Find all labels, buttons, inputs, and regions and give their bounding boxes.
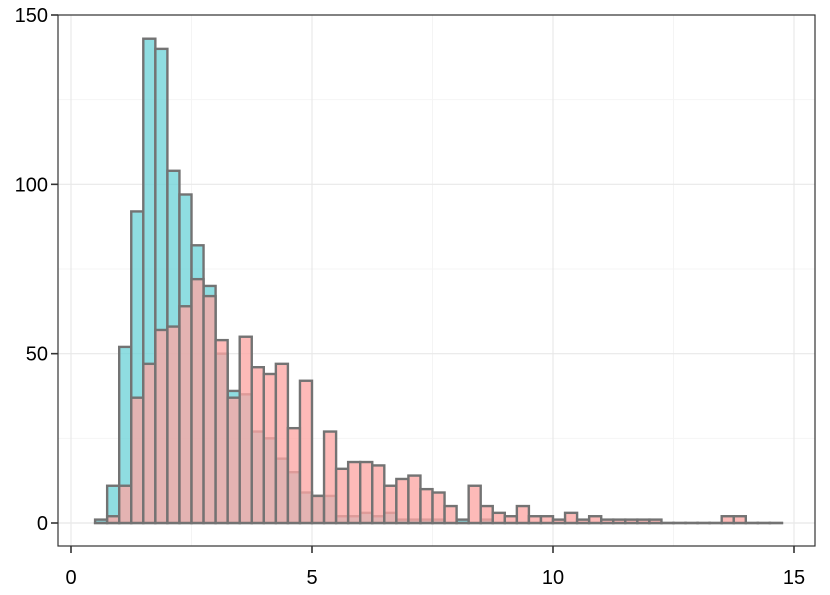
axis-ticks — [51, 14, 795, 553]
histogram-bar — [587, 515, 603, 525]
histogram-bar — [563, 511, 579, 525]
y-tick-label: 0 — [37, 513, 48, 535]
y-tick-label: 150 — [15, 5, 48, 27]
histogram-bar — [371, 464, 386, 525]
histogram-bar — [467, 484, 482, 525]
histogram-bar — [322, 430, 338, 525]
histogram-bar — [202, 294, 217, 525]
histogram-bar — [130, 396, 145, 525]
histogram-bar — [310, 494, 326, 525]
histogram-bar — [274, 362, 290, 525]
histogram-bar — [166, 325, 181, 525]
x-tick-label: 15 — [783, 567, 805, 589]
histogram-bar — [383, 484, 398, 525]
histogram-bar — [334, 467, 350, 525]
histogram-bar — [395, 477, 410, 525]
panel-border — [57, 14, 816, 547]
histogram-bar — [527, 515, 543, 525]
histogram-bar — [226, 396, 241, 525]
histogram-bar — [732, 515, 748, 525]
histogram-bar — [624, 518, 639, 525]
histogram-bar — [443, 504, 458, 525]
histogram-bar — [551, 518, 567, 525]
histogram-bar — [117, 484, 133, 525]
histogram-bars — [93, 37, 784, 525]
y-tick-label: 100 — [15, 174, 48, 196]
histogram-bar — [298, 379, 314, 525]
histogram-bar — [636, 518, 651, 525]
histogram-bar — [359, 460, 374, 525]
histogram-bar — [503, 515, 519, 525]
histogram-bar — [262, 372, 278, 525]
histogram-bar — [600, 518, 615, 525]
histogram-bar — [431, 491, 446, 525]
histogram-bar — [648, 518, 663, 525]
histogram-bar — [407, 474, 422, 525]
histogram-bar — [105, 515, 121, 525]
histogram-series-2 — [93, 277, 784, 525]
histogram-bar — [575, 518, 591, 525]
histogram-bar — [479, 504, 494, 525]
histogram-bar — [286, 426, 302, 525]
histogram-bar — [419, 487, 434, 525]
histogram-bar — [346, 460, 362, 525]
histogram-bar — [190, 277, 205, 525]
x-tick-label: 5 — [306, 567, 317, 589]
histogram-bar — [238, 335, 253, 525]
histogram-bar — [720, 515, 735, 525]
histogram-bar — [178, 305, 193, 525]
x-tick-label: 0 — [65, 567, 76, 589]
histogram-bar — [491, 511, 507, 525]
x-tick-label: 10 — [542, 567, 564, 589]
histogram-bar — [539, 515, 555, 525]
histogram-bar — [250, 366, 266, 525]
histogram-bar — [515, 504, 531, 525]
y-tick-label: 50 — [26, 344, 48, 366]
histogram-bar — [214, 338, 229, 525]
histogram-bar — [142, 362, 157, 525]
histogram-bar — [154, 328, 169, 525]
histogram-bar — [612, 518, 627, 525]
